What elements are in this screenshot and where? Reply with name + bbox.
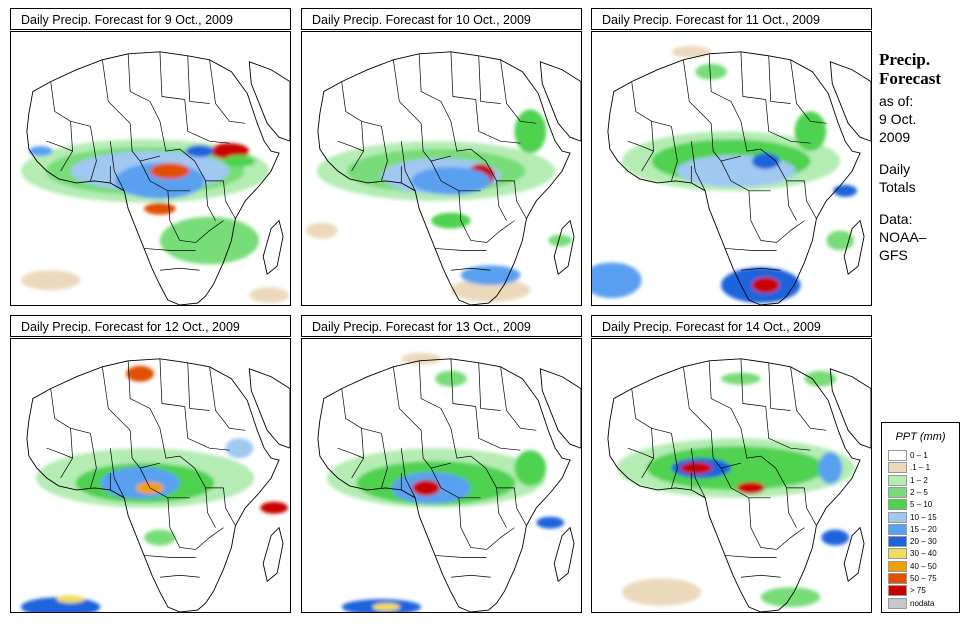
legend-label: 20 – 30 xyxy=(910,537,937,547)
heading-line-2: Forecast xyxy=(879,69,941,88)
daily-label-2: Totals xyxy=(879,179,916,195)
panel-title: Daily Precip. Forecast for 14 Oct., 2009 xyxy=(591,315,872,337)
legend-label: 10 – 15 xyxy=(910,512,937,522)
legend-entry: 40 – 50 xyxy=(888,560,937,572)
legend-swatch xyxy=(888,486,907,498)
heading-line-1: Precip. xyxy=(879,50,931,69)
map-canvas xyxy=(305,51,581,305)
legend-label: 5 – 10 xyxy=(910,500,933,510)
panel-title: Daily Precip. Forecast for 11 Oct., 2009 xyxy=(591,8,872,30)
panel-title: Daily Precip. Forecast for 10 Oct., 2009 xyxy=(301,8,582,30)
legend-entry: 20 – 30 xyxy=(888,536,937,548)
legend-label: 15 – 20 xyxy=(910,524,937,534)
precip-map xyxy=(591,338,872,613)
legend-entry: 5 – 10 xyxy=(888,499,933,511)
legend-label: .1 – 1 xyxy=(910,463,931,473)
map-canvas xyxy=(317,352,581,612)
legend-label: 0 – 1 xyxy=(910,451,928,460)
forecast-panel: Daily Precip. Forecast for 12 Oct., 2009 xyxy=(10,315,291,613)
panel-title: Daily Precip. Forecast for 13 Oct., 2009 xyxy=(301,315,582,337)
legend-label: 40 – 50 xyxy=(910,561,937,571)
legend-entry: 10 – 15 xyxy=(888,511,937,523)
precip-map xyxy=(10,31,291,306)
legend-entry: nodata xyxy=(888,597,935,609)
legend-label: 50 – 75 xyxy=(910,574,937,583)
legend-title: PPT (mm) xyxy=(895,431,946,443)
legend-swatch xyxy=(888,462,907,474)
map-canvas xyxy=(20,51,290,305)
legend-entry: 1 – 2 xyxy=(888,474,928,486)
precip-map xyxy=(301,31,582,306)
daily-label-1: Daily xyxy=(879,161,911,177)
map-canvas xyxy=(20,358,290,612)
legend-label: 1 – 2 xyxy=(910,475,928,485)
legend-swatch xyxy=(888,499,907,511)
forecast-panel: Daily Precip. Forecast for 11 Oct., 2009 xyxy=(591,8,872,306)
forecast-panel: Daily Precip. Forecast for 10 Oct., 2009 xyxy=(301,8,582,306)
legend-swatch xyxy=(888,450,907,461)
legend-swatch xyxy=(888,597,907,609)
legend-entry: 0 – 1 xyxy=(888,450,928,461)
legend-swatch xyxy=(888,585,907,597)
legend-entry: > 75 xyxy=(888,585,926,597)
legend-swatch xyxy=(888,548,907,560)
data-label-2: NOAA– xyxy=(879,229,927,245)
forecast-panel: Daily Precip. Forecast for 14 Oct., 2009 xyxy=(591,315,872,613)
asof-label: as of: xyxy=(879,93,914,109)
asof-date-1: 9 Oct. xyxy=(879,111,917,127)
data-label-3: GFS xyxy=(879,247,908,263)
legend-swatch xyxy=(888,474,907,486)
legend-entry: 50 – 75 xyxy=(888,573,937,584)
legend-label: 30 – 40 xyxy=(910,549,937,559)
legend-entry: 15 – 20 xyxy=(888,523,937,535)
forecast-info: Precip. Forecast as of: 9 Oct. 2009 Dail… xyxy=(879,50,965,264)
panel-title: Daily Precip. Forecast for 9 Oct., 2009 xyxy=(10,8,291,30)
precip-map xyxy=(591,31,872,306)
data-label-1: Data: xyxy=(879,211,913,227)
forecast-panel: Daily Precip. Forecast for 13 Oct., 2009 xyxy=(301,315,582,613)
legend-entry: 2 – 5 xyxy=(888,486,928,498)
precip-legend: PPT (mm) 0 – 1 .1 – 1 1 – 2 2 – 5 5 – 10 10 –… xyxy=(881,422,960,613)
precip-map xyxy=(10,338,291,613)
legend-swatch xyxy=(888,511,907,523)
legend-swatch xyxy=(888,523,907,535)
legend-swatch xyxy=(888,560,907,572)
legend-swatch xyxy=(888,536,907,548)
forecast-panel: Daily Precip. Forecast for 9 Oct., 2009 xyxy=(10,8,291,306)
legend-swatch xyxy=(888,573,907,584)
precip-map xyxy=(301,338,582,613)
map-canvas xyxy=(607,358,871,612)
legend-entry: .1 – 1 xyxy=(888,462,931,474)
panel-title: Daily Precip. Forecast for 12 Oct., 2009 xyxy=(10,315,291,337)
legend-label: nodata xyxy=(910,598,935,608)
legend-label: > 75 xyxy=(910,586,926,596)
legend-entry: 30 – 40 xyxy=(888,548,937,560)
map-canvas xyxy=(592,45,871,305)
asof-date-2: 2009 xyxy=(879,129,911,145)
legend-label: 2 – 5 xyxy=(910,487,928,497)
